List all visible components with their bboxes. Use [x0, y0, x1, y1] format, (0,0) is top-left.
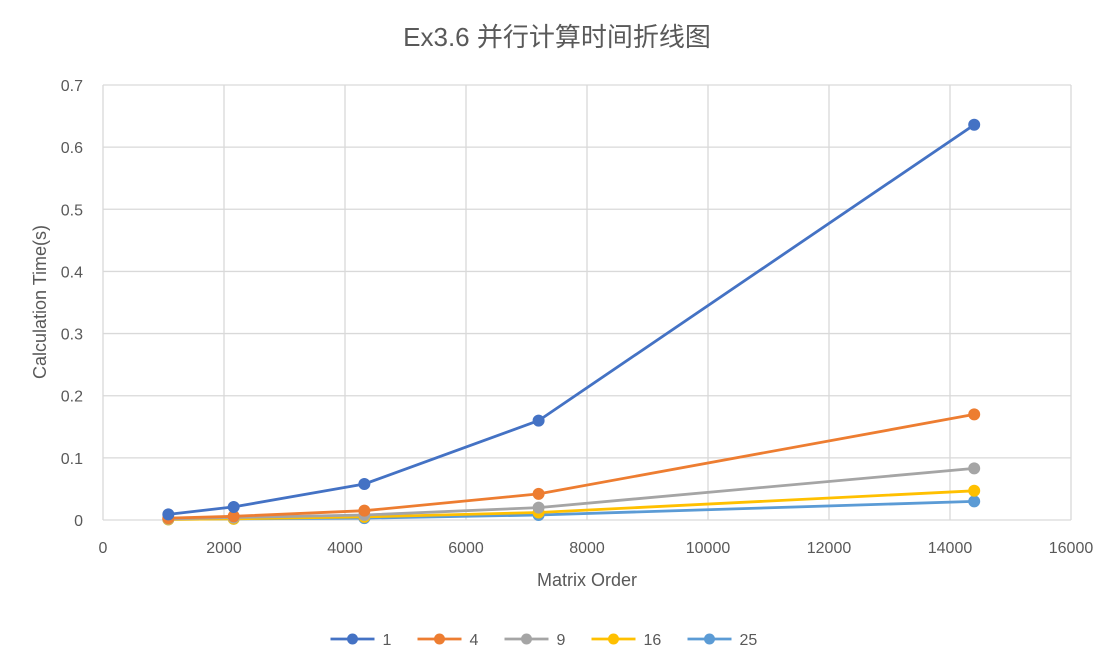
y-tick-label: 0.7	[61, 78, 83, 95]
x-tick-label: 2000	[206, 540, 242, 557]
legend-swatch-marker	[434, 633, 445, 645]
chart-title: Ex3.6 并行计算时间折线图	[403, 22, 711, 52]
legend-item: 16	[591, 632, 662, 649]
data-point	[968, 118, 981, 131]
x-axis-title: Matrix Order	[537, 570, 637, 590]
legend-label: 9	[557, 632, 566, 649]
legend-swatch-marker	[704, 633, 715, 645]
data-point	[162, 508, 175, 521]
series-lines	[162, 118, 981, 526]
y-tick-label: 0	[74, 513, 83, 530]
legend-label: 25	[740, 632, 758, 649]
x-tick-label: 4000	[327, 540, 363, 557]
data-point	[968, 408, 981, 421]
y-tick-label: 0.4	[61, 264, 83, 281]
legend-swatch-marker	[521, 633, 532, 645]
legend: 1 4 9 16 25	[330, 632, 758, 649]
data-point	[532, 487, 545, 500]
legend-swatch-marker	[347, 633, 358, 645]
data-point	[968, 462, 981, 475]
data-point	[358, 477, 371, 490]
data-point	[227, 500, 240, 513]
tick-labels: 0 2000 4000 6000 8000 10000 12000 14000 16000 0 0.…	[61, 78, 1094, 557]
y-tick-label: 0.3	[61, 327, 83, 344]
gridlines	[103, 84, 1072, 520]
legend-item: 4	[417, 632, 479, 649]
x-tick-label: 10000	[686, 540, 731, 557]
x-tick-label: 8000	[569, 540, 605, 557]
y-tick-label: 0.2	[61, 389, 83, 406]
x-tick-label: 14000	[928, 540, 973, 557]
legend-label: 1	[383, 632, 392, 649]
x-tick-label: 16000	[1049, 540, 1094, 557]
legend-item: 25	[687, 632, 758, 649]
data-point	[532, 414, 545, 427]
y-tick-label: 0.6	[61, 140, 83, 157]
y-axis-title: Calculation Time(s)	[30, 225, 50, 379]
x-tick-label: 0	[99, 540, 108, 557]
data-point	[968, 484, 981, 497]
legend-swatch-marker	[608, 633, 619, 645]
x-tick-label: 6000	[448, 540, 484, 557]
legend-label: 4	[470, 632, 479, 649]
y-tick-label: 0.5	[61, 202, 83, 219]
legend-item: 1	[330, 632, 392, 649]
series-line	[166, 123, 976, 516]
legend-label: 16	[644, 632, 662, 649]
y-tick-label: 0.1	[61, 451, 83, 468]
data-point	[358, 504, 371, 517]
x-tick-label: 12000	[807, 540, 852, 557]
series-line	[166, 412, 976, 520]
series-4	[162, 408, 981, 525]
data-point	[968, 495, 981, 508]
data-point	[532, 501, 545, 514]
series-1	[162, 118, 981, 521]
legend-item: 9	[504, 632, 566, 649]
